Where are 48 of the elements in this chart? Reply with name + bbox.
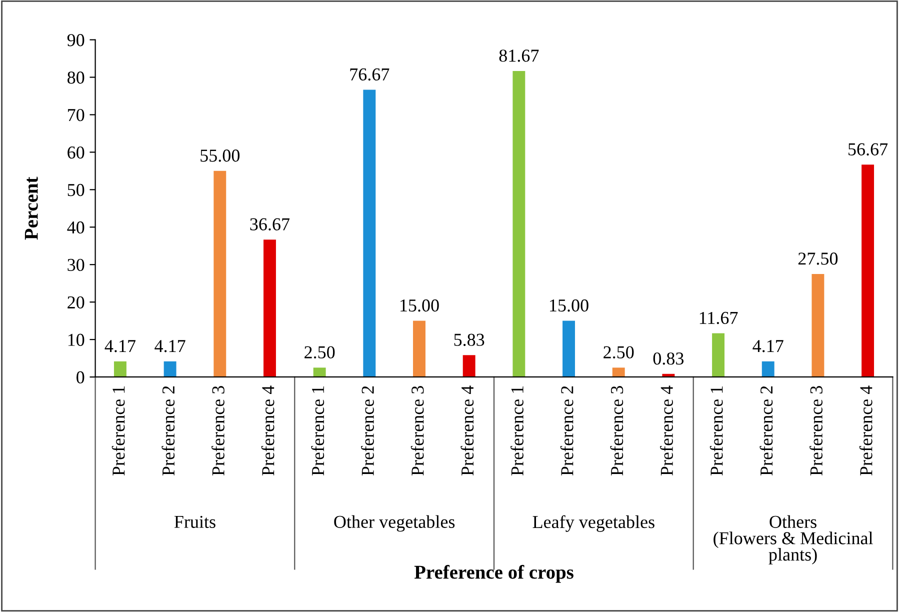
y-tick-label: 40	[67, 221, 84, 234]
x-tick-label: Preference 4	[460, 386, 474, 476]
data-label: 15.00	[400, 299, 439, 312]
y-axis-title: Percent	[24, 176, 38, 240]
x-tick-label: Preference 2	[162, 386, 175, 476]
data-label: 0.83	[653, 352, 684, 365]
data-label: 4.17	[752, 340, 784, 352]
text: Other vegetables	[334, 515, 455, 532]
x-axis-title: Preference of crops	[414, 564, 574, 583]
y-tick-label: 20	[68, 296, 84, 308]
x-tick-label: Preference 4	[660, 386, 673, 476]
x-tick-label: Preference 3	[810, 386, 822, 476]
data-label: 36.67	[250, 218, 290, 230]
data-label: 15.00	[550, 299, 588, 312]
x-tick-label: Preference 1	[510, 386, 524, 476]
x-tick-label: Preference 2	[560, 386, 574, 476]
x-tick-label: Preference 3	[410, 386, 424, 476]
data-label: 81.67	[499, 50, 539, 62]
y-tick-label: 70	[68, 108, 84, 122]
data-label: 4.17	[154, 340, 186, 352]
text: Leafy vegetables	[532, 515, 654, 532]
x-tick-label: Preference 2	[760, 386, 773, 476]
data-label: 4.17	[104, 340, 136, 352]
x-tick-label: Preference 4	[261, 386, 274, 476]
y-tick-label: 30	[68, 258, 84, 272]
text: Fruits	[174, 516, 216, 528]
x-tick-label: Preference 1	[311, 386, 324, 476]
data-label: 56.67	[848, 143, 888, 156]
y-tick-label: 0	[76, 371, 84, 384]
x-tick-label: Preference 3	[212, 386, 224, 476]
x-tick-label: Preference 2	[361, 386, 374, 476]
y-tick-label: 80	[68, 72, 84, 84]
data-label: 11.67	[700, 312, 738, 324]
x-tick-label: Preference 1	[112, 386, 125, 476]
data-label: 27.50	[798, 252, 838, 265]
data-label: 2.50	[604, 346, 634, 358]
y-tick-label: 90	[67, 34, 84, 46]
y-tick-label: 10	[68, 334, 84, 346]
data-label: 55.00	[200, 150, 240, 162]
text: Others (Flowers & Medicinal plants)	[714, 515, 873, 564]
data-label: 5.83	[454, 334, 484, 346]
y-tick-label: 50	[68, 184, 84, 196]
x-tick-label: Preference 4	[859, 386, 872, 476]
data-label: 2.50	[304, 346, 335, 358]
data-label: 76.67	[350, 68, 390, 81]
x-tick-label: Preference 1	[710, 386, 723, 476]
y-tick-label: 60	[68, 146, 84, 159]
x-tick-label: Preference 3	[610, 386, 624, 476]
